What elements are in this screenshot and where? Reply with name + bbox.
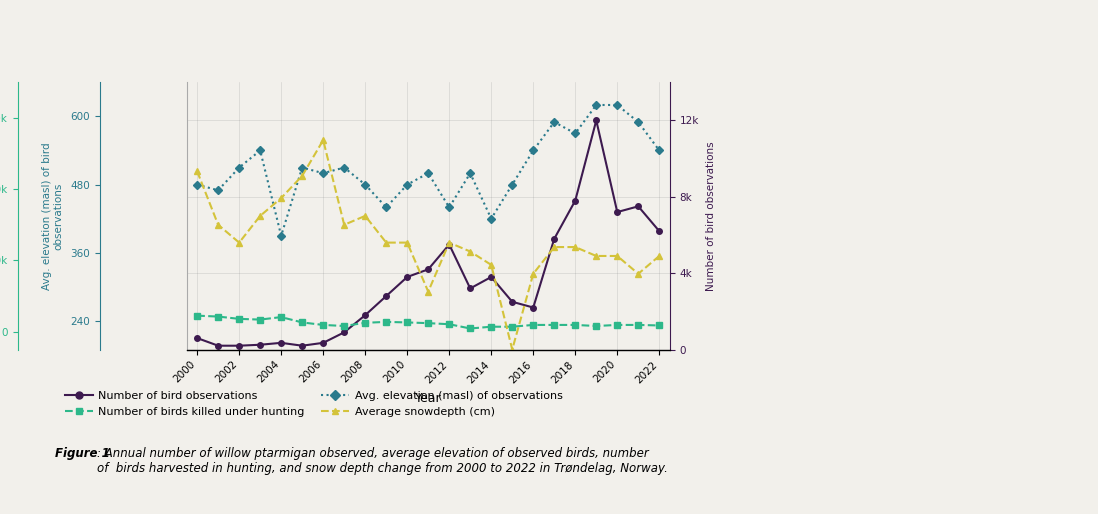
Text: : Annual number of willow ptarmigan observed, average elevation of observed bird: : Annual number of willow ptarmigan obse… xyxy=(97,447,668,475)
Legend: Number of bird observations, Number of birds killed under hunting, Avg. elevatio: Number of bird observations, Number of b… xyxy=(60,387,567,421)
Y-axis label: Number of bird observations: Number of bird observations xyxy=(706,141,716,291)
X-axis label: Year: Year xyxy=(415,392,441,405)
Y-axis label: Avg. elevation (masl) of bird
observations: Avg. elevation (masl) of bird observatio… xyxy=(42,142,64,290)
Text: Figure 1: Figure 1 xyxy=(55,447,110,460)
